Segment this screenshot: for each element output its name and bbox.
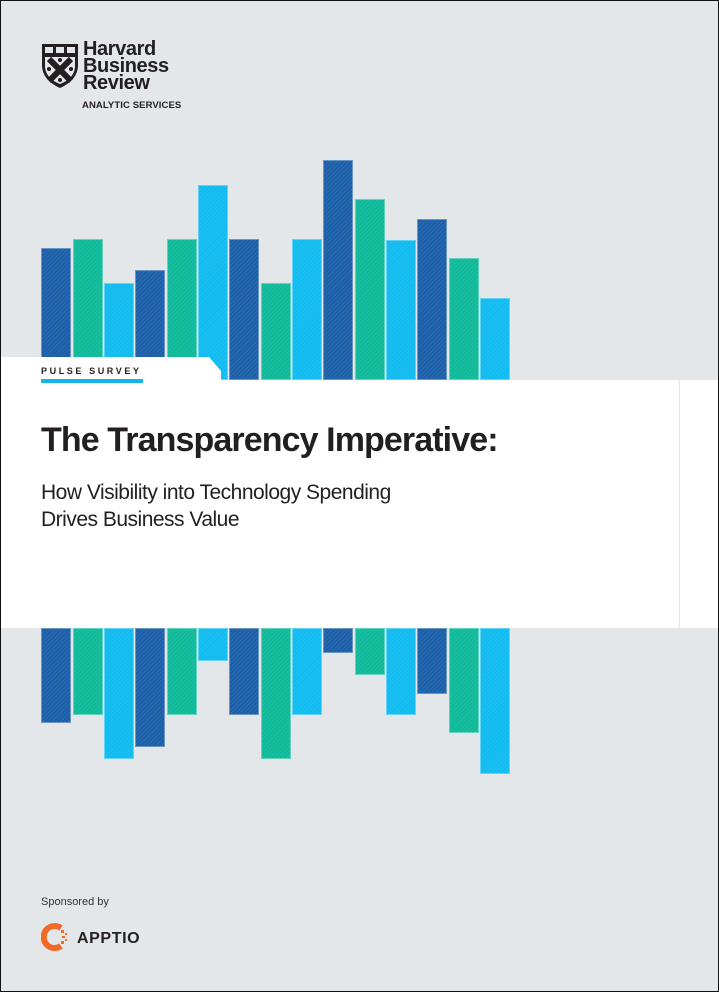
lower-bar [198,628,228,661]
label-tab [1,357,221,381]
lower-bar [166,628,197,715]
upper-bar [386,240,416,380]
lower-bar [135,628,165,747]
analytic-services-label: ANALYTIC SERVICES [82,100,182,111]
upper-bar [72,239,103,380]
lower-bar [72,628,103,715]
label-underline [41,379,143,383]
lower-bar [104,628,134,759]
lower-bar [41,628,71,723]
upper-bar [354,199,385,380]
lower-bar [386,628,416,715]
sponsored-by-label: Sponsored by [41,896,109,908]
hbr-wordmark: Harvard Business Review [83,38,169,94]
brand-line: Review [83,72,150,94]
apptio-wordmark: APPTIO [77,930,141,947]
lower-bar [448,628,479,733]
report-subtitle: How Visibility into Technology Spending … [41,479,391,533]
brand-line: Business [83,55,169,77]
subtitle-line: How Visibility into Technology Spending [41,481,391,504]
upper-bar [198,185,228,380]
apptio-logo-icon [41,923,67,951]
subtitle-line: Drives Business Value [41,508,240,531]
upper-bar [292,239,322,380]
hbr-shield-icon [42,44,78,88]
upper-bar [260,283,291,380]
pulse-survey-label: PULSE SURVEY [41,366,142,376]
lower-bar [354,628,385,675]
upper-bar [229,239,259,380]
lower-bar [480,628,510,774]
upper-bar [480,298,510,380]
lower-bar [229,628,259,715]
upper-bar [166,239,197,380]
lower-bar [292,628,322,715]
brand-line: Harvard [83,38,156,60]
lower-bar [260,628,291,759]
title-band [1,380,718,628]
lower-bar [323,628,353,653]
upper-bar [323,160,353,380]
upper-bar [417,219,447,380]
lower-bar [417,628,447,694]
report-title: The Transparency Imperative: [41,421,499,459]
upper-bar [448,258,479,380]
band-divider [679,380,680,628]
